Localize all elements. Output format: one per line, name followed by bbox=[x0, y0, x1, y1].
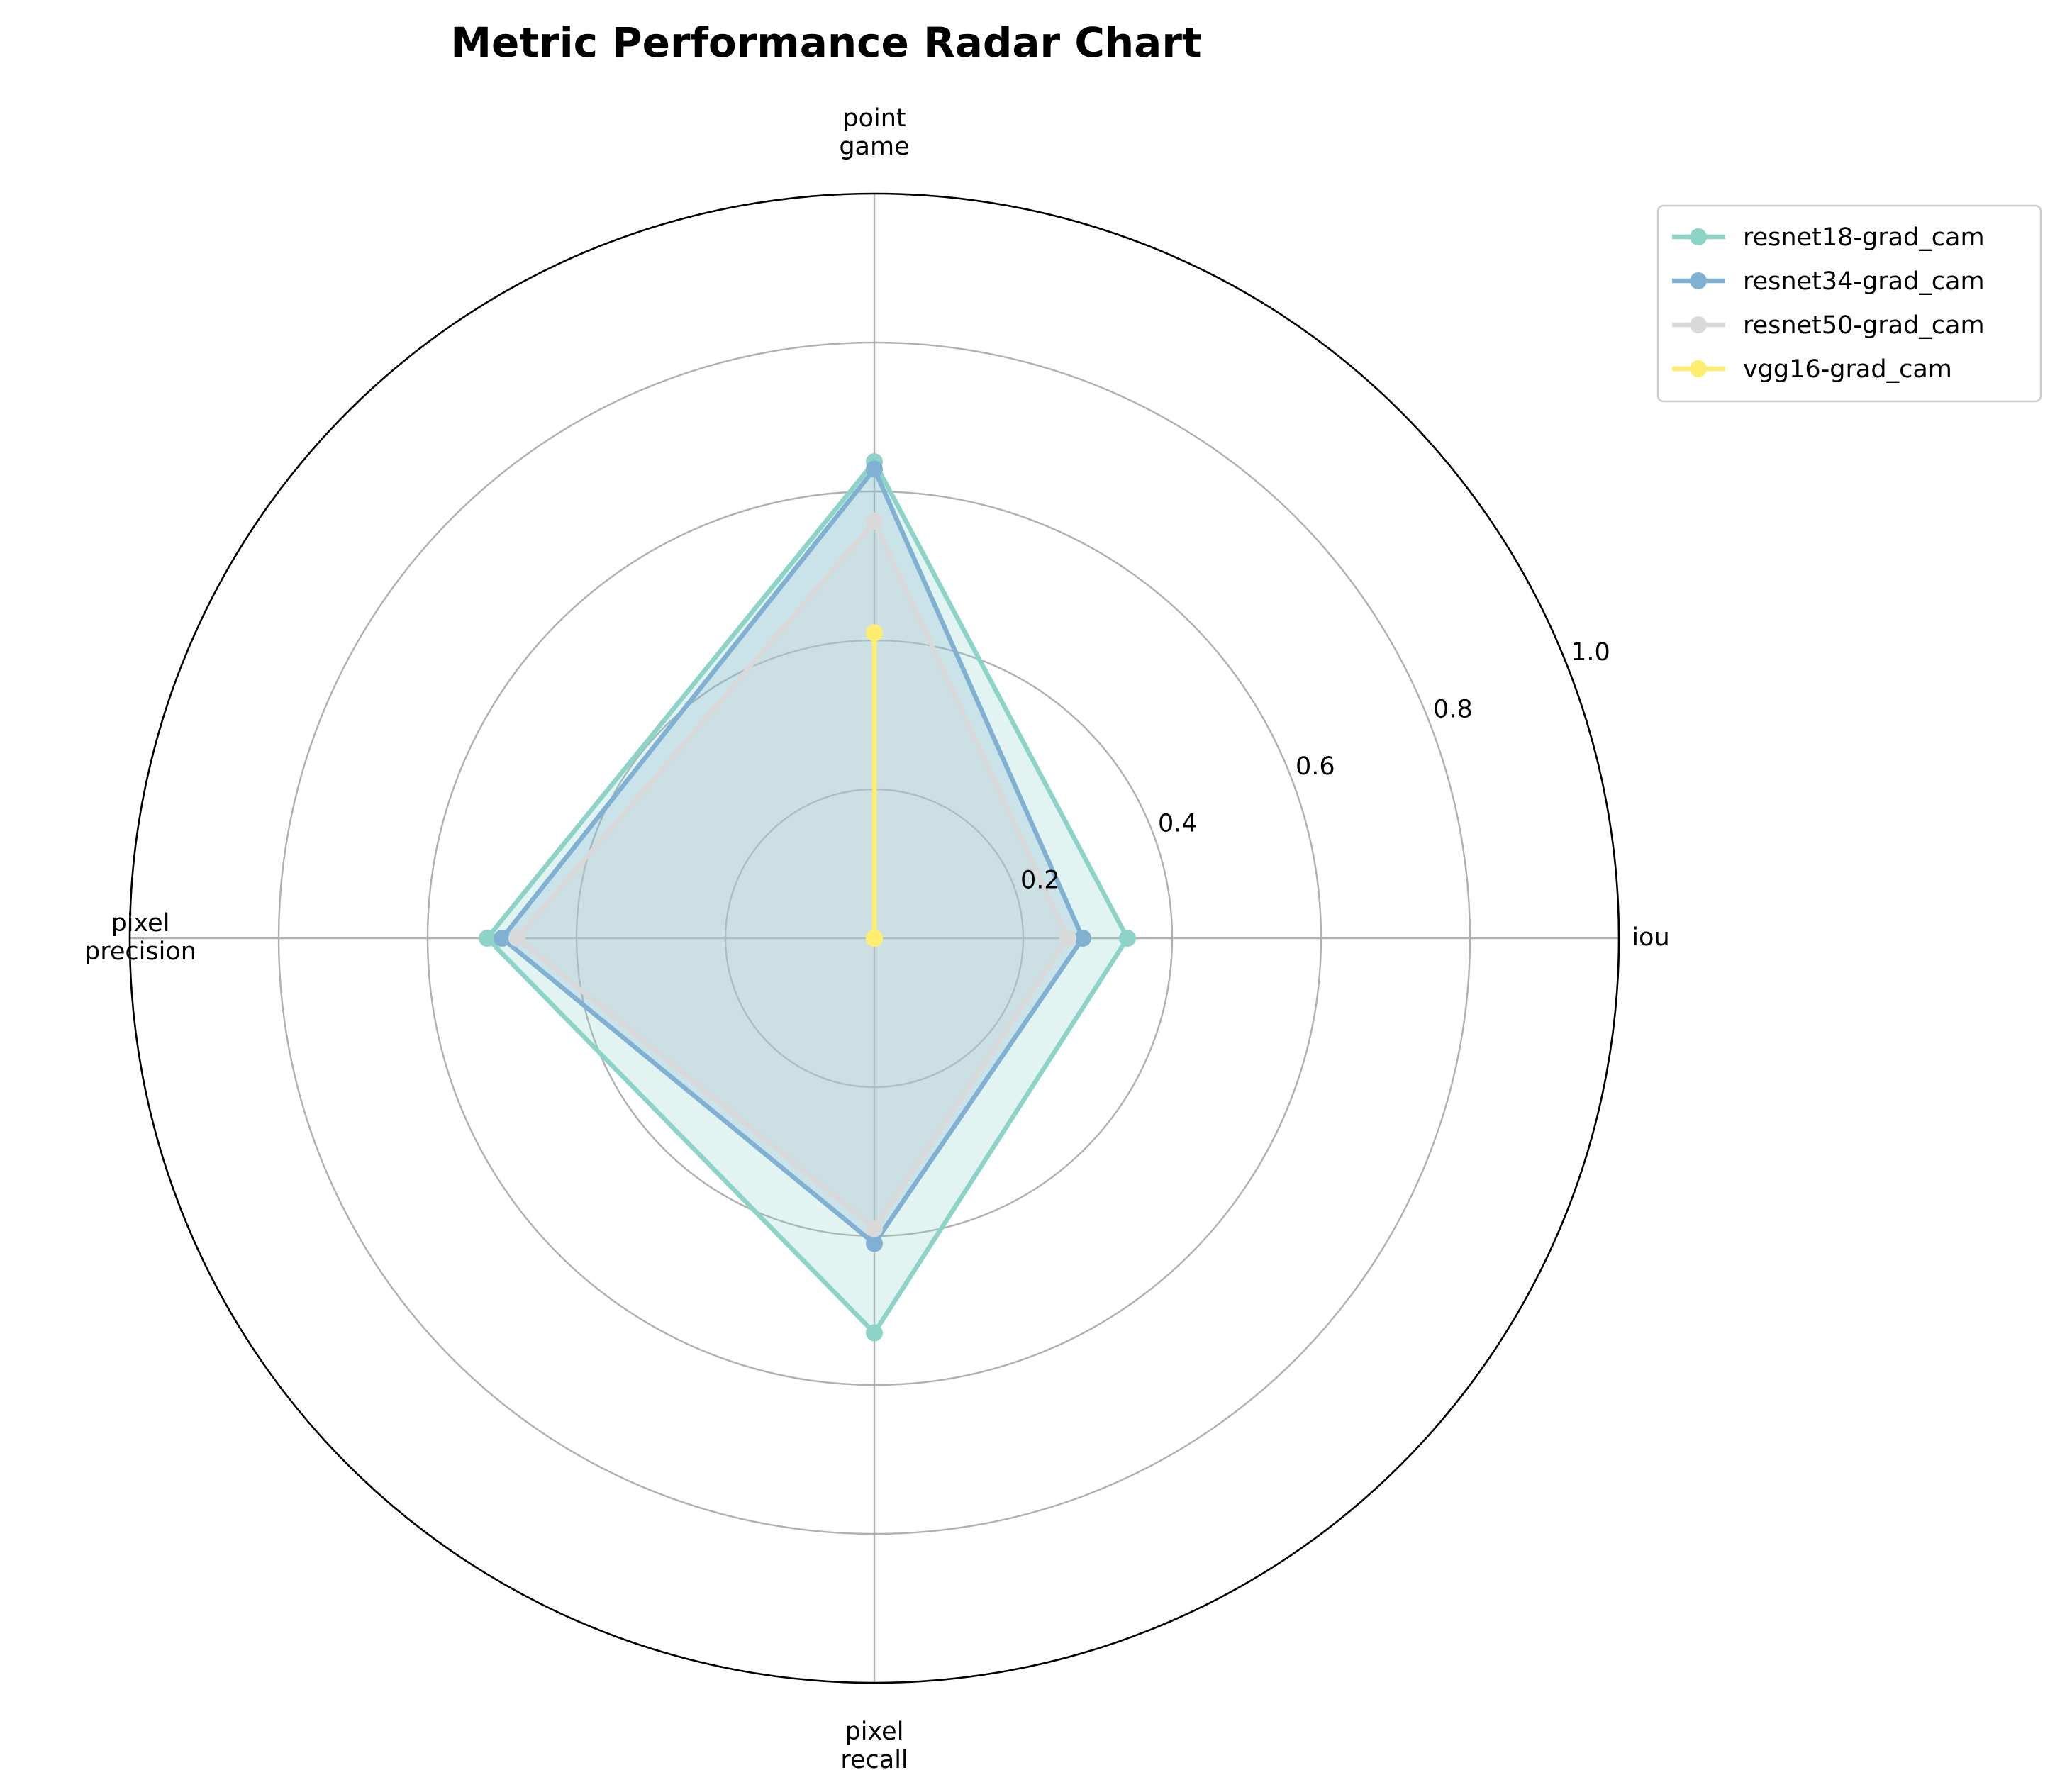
data-point bbox=[1074, 930, 1091, 947]
legend-frame bbox=[1656, 204, 2042, 403]
r-tick-label: 0.6 bbox=[1296, 752, 1335, 781]
legend-swatch-marker bbox=[1690, 272, 1707, 289]
data-point bbox=[866, 1220, 883, 1237]
r-tick-label: 0.4 bbox=[1158, 809, 1198, 838]
legend-entry: resnet34-grad_cam bbox=[1672, 267, 1985, 296]
data-point bbox=[866, 1324, 883, 1342]
legend-swatch-marker bbox=[1690, 316, 1707, 333]
chart-title: Metric Performance Radar Chart bbox=[450, 18, 1201, 67]
legend-label: resnet50-grad_cam bbox=[1743, 311, 1985, 340]
series-vgg16-grad_cam bbox=[866, 624, 883, 947]
data-point bbox=[479, 930, 496, 947]
axis-label-1: point game bbox=[839, 104, 909, 161]
legend-label: resnet34-grad_cam bbox=[1743, 267, 1985, 296]
r-tick-label: 1.0 bbox=[1571, 638, 1610, 667]
axis-label-line: iou bbox=[1632, 923, 1669, 952]
axis-label-line: pixel bbox=[845, 1718, 904, 1746]
legend-swatch-marker bbox=[1690, 228, 1707, 245]
legend-entry: resnet18-grad_cam bbox=[1672, 223, 1985, 252]
legend-label: vgg16-grad_cam bbox=[1743, 355, 1952, 384]
series-fill bbox=[517, 521, 1068, 1229]
axis-label-2: pixel precision bbox=[84, 909, 196, 966]
data-point bbox=[1059, 930, 1076, 947]
data-point bbox=[494, 930, 511, 947]
legend-entry: vgg16-grad_cam bbox=[1672, 355, 1952, 384]
r-tick-label: 0.8 bbox=[1433, 696, 1473, 724]
axis-label-3: pixel recall bbox=[840, 1718, 908, 1774]
data-point bbox=[508, 930, 525, 947]
series-resnet50-grad_cam bbox=[508, 513, 1076, 1237]
data-point bbox=[1119, 930, 1136, 947]
data-point bbox=[866, 930, 883, 947]
axis-label-line: recall bbox=[840, 1746, 908, 1774]
data-point bbox=[866, 1235, 883, 1252]
legend: resnet18-grad_cam resnet34-grad_camresnet… bbox=[1656, 204, 2042, 403]
axis-label-line: game bbox=[839, 133, 909, 161]
r-tick-label: 0.2 bbox=[1020, 867, 1060, 895]
axis-label-line: point bbox=[842, 104, 906, 133]
legend-entry: resnet50-grad_cam bbox=[1672, 311, 1985, 340]
series-layer bbox=[479, 453, 1136, 1342]
data-point bbox=[866, 624, 883, 642]
axis-label-line: pixel bbox=[111, 909, 170, 937]
outer-frame bbox=[128, 192, 1620, 1684]
legend-label: resnet18-grad_cam bbox=[1743, 223, 1985, 252]
axis-label-line: precision bbox=[84, 937, 196, 966]
legend-swatch-marker bbox=[1690, 360, 1707, 377]
data-point bbox=[866, 460, 883, 478]
data-point bbox=[866, 513, 883, 530]
axis-label-0: iou bbox=[1632, 923, 1669, 952]
